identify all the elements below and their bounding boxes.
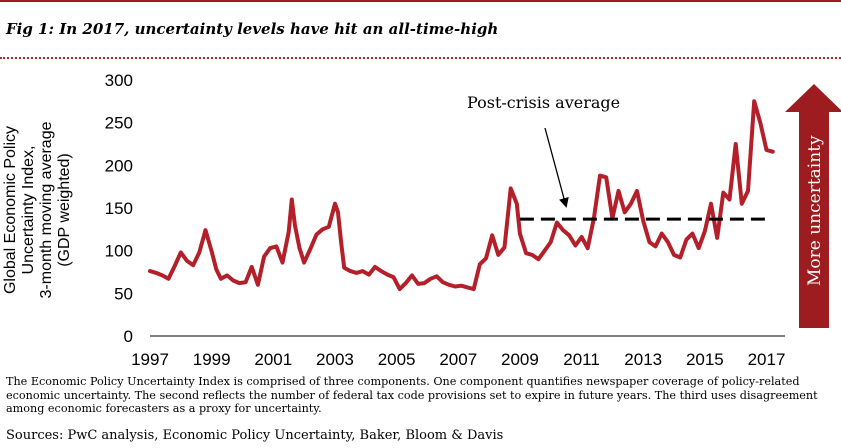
series-line <box>148 99 775 292</box>
x-tick-labels: 1997 1999 2001 2003 2005 2007 2009 2011 2013 2015… <box>131 350 785 369</box>
y-tick-label: 0 <box>124 327 133 346</box>
y-tick-label: 200 <box>105 156 133 175</box>
x-tick-label: 1997 <box>131 350 169 369</box>
y-axis-label-line: Global Economic Policy <box>2 126 19 294</box>
y-tick-labels: 0 50 100 150 200 250 300 <box>105 71 133 346</box>
dotted-divider <box>0 57 841 59</box>
y-axis-label-line: 3-month moving average <box>38 121 55 298</box>
x-tick-label: 2005 <box>378 350 416 369</box>
uncertainty-line-chart: Global Economic PolicyUncertainty Index,… <box>2 71 841 369</box>
top-rule <box>0 0 841 2</box>
y-tick-label: 50 <box>114 284 133 303</box>
sources-text: Sources: PwC analysis, Economic Policy U… <box>6 428 504 443</box>
y-axis-label-line: (GDP weighted) <box>56 153 73 267</box>
x-tick-label: 2001 <box>254 350 292 369</box>
y-axis-label: Global Economic PolicyUncertainty Index,… <box>2 121 73 298</box>
y-axis-label-group: Global Economic PolicyUncertainty Index,… <box>2 121 73 298</box>
y-tick-label: 100 <box>105 242 133 261</box>
x-tick-label: 2009 <box>501 350 539 369</box>
more-uncertainty-label: More uncertainty <box>805 135 825 286</box>
figure-title: Fig 1: In 2017, uncertainty levels have … <box>6 20 499 38</box>
x-tick-label: 2003 <box>316 350 354 369</box>
y-axis-label-line: Uncertainty Index, <box>20 146 37 275</box>
x-tick-label: 2007 <box>439 350 477 369</box>
footnote-text: The Economic Policy Uncertainty Index is… <box>6 375 818 415</box>
more-uncertainty-arrow <box>785 84 841 328</box>
x-tick-label: 1999 <box>193 350 231 369</box>
y-tick-label: 150 <box>105 199 133 218</box>
x-tick-label: 2013 <box>624 350 662 369</box>
annotation-pointer-arrow <box>544 127 569 208</box>
post-crisis-average-label: Post-crisis average <box>467 93 620 112</box>
y-tick-label: 300 <box>105 71 133 90</box>
x-tick-label: 2011 <box>563 350 600 369</box>
x-tick-label: 2017 <box>748 350 786 369</box>
x-tick-label: 2015 <box>686 350 724 369</box>
y-tick-label: 250 <box>105 114 133 133</box>
